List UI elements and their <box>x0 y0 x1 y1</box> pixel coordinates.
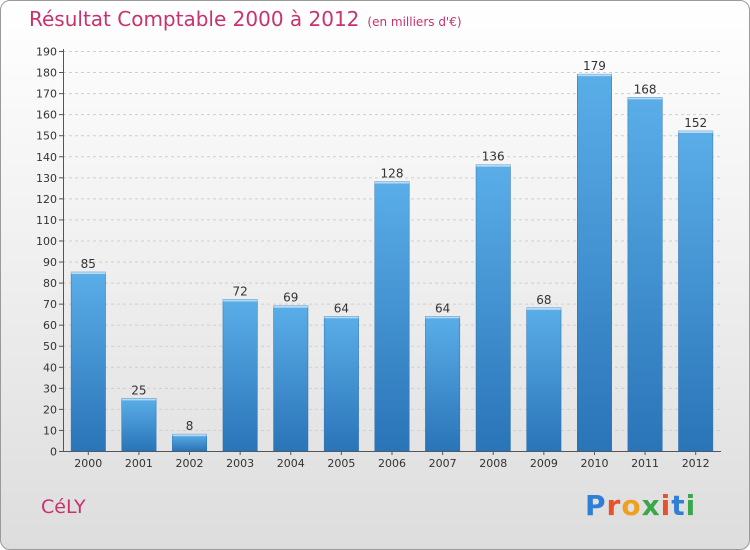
y-tick-label: 90 <box>43 256 57 269</box>
x-tick-label: 2006 <box>378 457 406 470</box>
y-tick-label: 50 <box>43 340 57 353</box>
y-tick-label: 120 <box>36 193 57 206</box>
bar-highlight <box>374 181 410 184</box>
bar-value-label: 128 <box>381 167 404 181</box>
proxiti-logo-letter: x <box>641 489 661 522</box>
bar <box>475 164 511 452</box>
bar-value-label: 64 <box>435 301 450 315</box>
x-tick-label: 2011 <box>631 457 659 470</box>
axes <box>59 49 721 455</box>
chart-title-block: Résultat Comptable 2000 à 2012 (en millie… <box>29 7 462 31</box>
bar-value-label: 64 <box>334 301 349 315</box>
bar-highlight <box>476 164 511 167</box>
proxiti-logo-letter: P <box>585 489 607 522</box>
y-tick-label: 60 <box>43 319 57 332</box>
bar <box>222 299 258 452</box>
y-tick-label: 20 <box>43 403 57 416</box>
x-tick-label: 2008 <box>479 457 507 470</box>
bar <box>577 73 612 452</box>
y-tick-label: 170 <box>36 88 57 101</box>
bar-highlight <box>425 316 460 319</box>
bar-highlight <box>273 305 308 308</box>
proxiti-logo-letter: o <box>621 489 642 522</box>
y-tick-label: 100 <box>36 235 57 248</box>
chart-subtitle: (en milliers d'€) <box>367 15 462 29</box>
y-tick-label: 80 <box>43 277 57 290</box>
bar-value-label: 136 <box>482 150 505 164</box>
proxiti-logo-letter: i <box>660 489 672 522</box>
y-tick-label: 140 <box>36 151 57 164</box>
bar-value-label: 25 <box>131 383 146 397</box>
y-tick-label: 150 <box>36 130 57 143</box>
bar-highlight <box>71 272 106 275</box>
y-tick-label: 0 <box>50 446 57 459</box>
x-tick-label: 2009 <box>530 457 558 470</box>
labels: 0 10 20 30 40 50 60 70 80 90 100 110 120 130 140 150 160… <box>36 46 710 471</box>
bar <box>627 97 663 452</box>
x-tick-label: 2012 <box>682 457 710 470</box>
x-tick-label: 2005 <box>327 457 355 470</box>
bar <box>172 433 207 452</box>
bar-value-label: 179 <box>583 59 606 73</box>
y-tick-label: 130 <box>36 172 57 185</box>
proxiti-logo-letter: i <box>685 489 697 522</box>
bar <box>70 271 106 452</box>
bar-highlight <box>526 307 562 310</box>
bar-value-label: 69 <box>283 291 298 305</box>
y-tick-label: 160 <box>36 109 57 122</box>
x-tick-label: 2002 <box>176 457 204 470</box>
bar-highlight <box>172 434 207 437</box>
bar-value-label: 72 <box>233 284 248 298</box>
x-tick-label: 2010 <box>580 457 608 470</box>
x-tick-label: 2003 <box>226 457 254 470</box>
bar <box>425 316 461 452</box>
bar-highlight <box>678 131 713 133</box>
bar-highlight <box>222 299 258 302</box>
bar <box>374 181 410 452</box>
bar-highlight <box>121 398 157 401</box>
x-tick-label: 2001 <box>125 457 153 470</box>
bar <box>526 307 562 452</box>
proxiti-logo-letter: t <box>671 489 686 522</box>
bar-value-label: 68 <box>536 293 551 307</box>
bar-highlight <box>324 316 359 319</box>
x-tick-label: 2000 <box>74 457 102 470</box>
chart-title: Résultat Comptable 2000 à 2012 <box>29 7 360 31</box>
bar-value-label: 8 <box>186 419 194 433</box>
bar-highlight <box>577 74 612 77</box>
y-tick-label: 40 <box>43 361 57 374</box>
bar-highlight <box>627 97 663 100</box>
bar <box>273 305 309 452</box>
bar <box>323 316 359 452</box>
x-tick-label: 2004 <box>277 457 305 470</box>
bar-value-label: 168 <box>634 82 657 96</box>
proxiti-logo[interactable]: Proxiti <box>585 489 696 522</box>
bar-value-label: 152 <box>684 116 707 130</box>
proxiti-logo-letter: r <box>606 489 622 522</box>
y-tick-label: 10 <box>43 424 57 437</box>
bars <box>70 73 714 452</box>
bar <box>121 398 157 452</box>
y-tick-label: 180 <box>36 67 57 80</box>
y-tick-label: 190 <box>36 46 57 59</box>
bar <box>678 130 714 452</box>
y-tick-label: 70 <box>43 298 57 311</box>
x-tick-label: 2007 <box>429 457 457 470</box>
y-tick-label: 110 <box>36 214 57 227</box>
city-name: CéLY <box>41 496 86 518</box>
y-tick-label: 30 <box>43 382 57 395</box>
bar-value-label: 85 <box>81 257 96 271</box>
